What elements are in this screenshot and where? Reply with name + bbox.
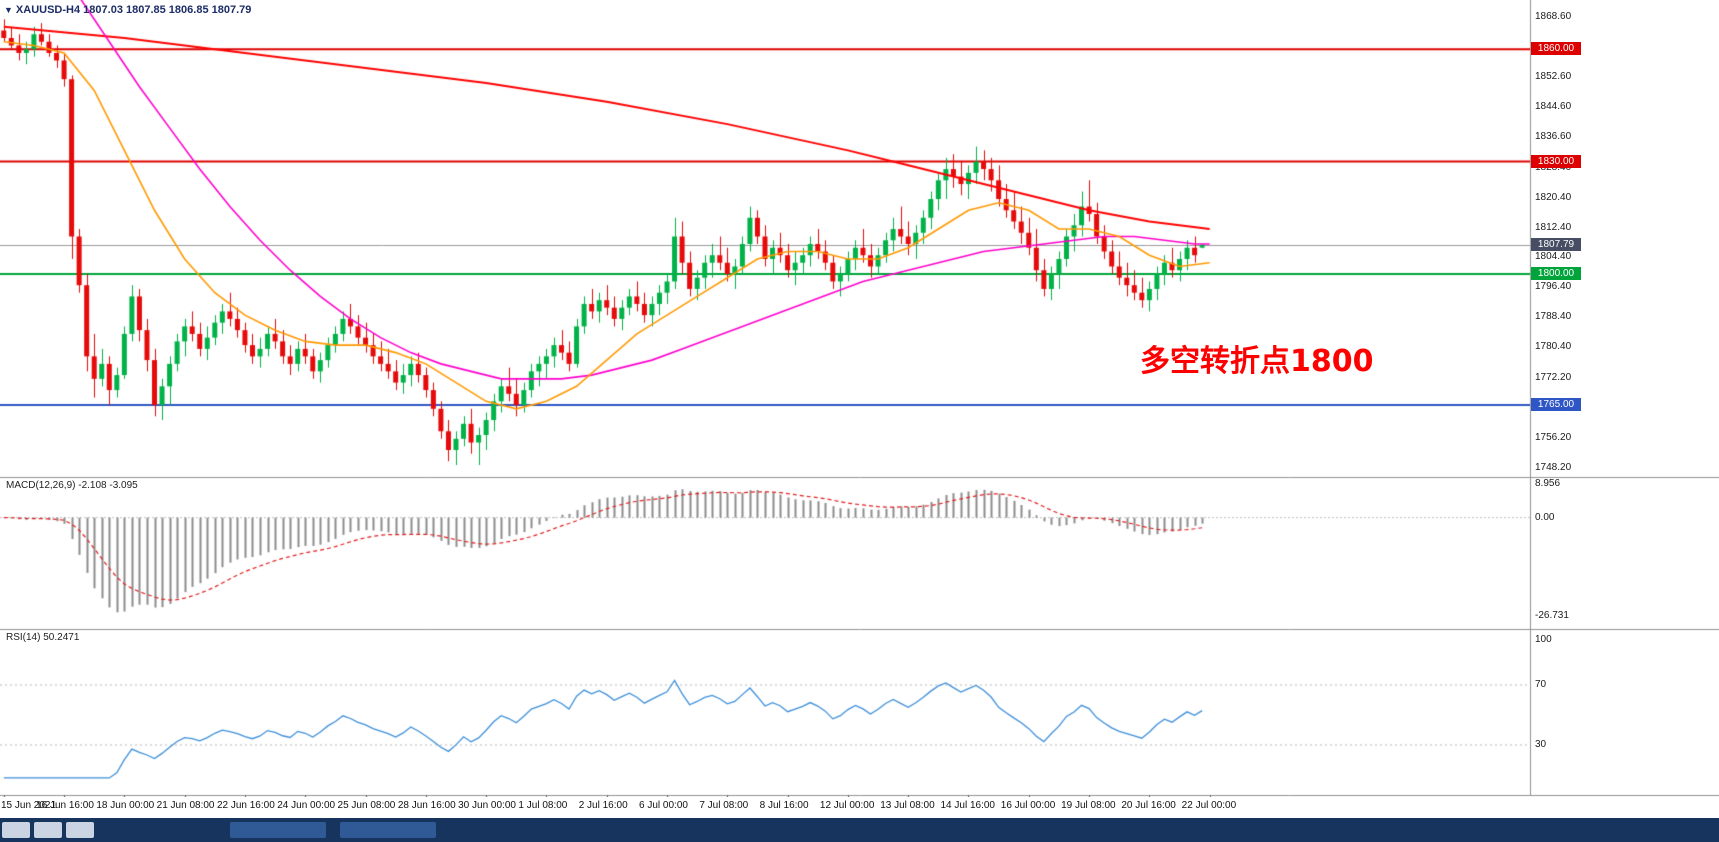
macd-indicator-label: MACD(12,26,9) -2.108 -3.095 [6, 480, 138, 491]
price-marker-1800.00: 1800.00 [1531, 266, 1581, 280]
time-label: 30 Jun 00:00 [458, 800, 516, 811]
macd-axis-min: -26.731 [1535, 610, 1569, 621]
time-label: 1 Jul 08:00 [518, 800, 568, 811]
rsi-level-label: 30 [1535, 739, 1547, 750]
rsi-level-label: 100 [1535, 634, 1552, 645]
taskbar-button[interactable] [2, 822, 30, 838]
taskbar-button[interactable] [340, 822, 436, 838]
time-label: 24 Jun 00:00 [277, 800, 336, 811]
price-tick-label: 1788.40 [1535, 311, 1572, 323]
price-tick-label: 1772.20 [1535, 372, 1572, 384]
rsi-level-label: 70 [1535, 679, 1547, 690]
price-tick-label: 1804.40 [1535, 251, 1572, 263]
taskbar-button[interactable] [230, 822, 326, 838]
time-label: 19 Jul 08:00 [1061, 800, 1116, 811]
taskbar-button[interactable] [34, 822, 62, 838]
price-tick-label: 1820.40 [1535, 191, 1572, 203]
price-tick-label: 1756.20 [1535, 432, 1572, 444]
time-label: 25 Jun 08:00 [337, 800, 396, 811]
price-chart-canvas[interactable] [0, 0, 1719, 818]
time-label: 21 Jun 08:00 [156, 800, 215, 811]
taskbar [0, 818, 1719, 842]
time-label: 2 Jul 16:00 [578, 800, 628, 811]
chart-header: ▼ XAUUSD-H4 1807.03 1807.85 1806.85 1807.… [4, 4, 251, 16]
price-tick-label: 1812.40 [1535, 221, 1572, 233]
symbol-dropdown-icon[interactable]: ▼ [4, 5, 13, 15]
price-tick-label: 1844.60 [1535, 100, 1572, 112]
time-label: 12 Jul 00:00 [819, 800, 875, 811]
price-tick-label: 1780.40 [1535, 341, 1572, 353]
time-label: 22 Jul 00:00 [1181, 800, 1237, 811]
time-label: 13 Jul 08:00 [880, 800, 935, 811]
price-tick-label: 1748.20 [1535, 461, 1572, 473]
price-tick-label: 1836.60 [1535, 130, 1572, 142]
time-label: 18 Jun 00:00 [96, 800, 155, 811]
time-axis[interactable]: 15 Jun 2021 16 Jun 16:00 18 Jun 00:00 21 Ju… [0, 797, 1719, 818]
macd-axis-zero: 0.00 [1535, 511, 1555, 523]
price-marker-1807.79: 1807.79 [1531, 237, 1581, 251]
price-marker-1860.00: 1860.00 [1531, 42, 1581, 56]
time-label: 8 Jul 16:00 [759, 800, 809, 811]
time-label: 7 Jul 08:00 [699, 800, 749, 811]
price-marker-1765.00: 1765.00 [1531, 398, 1581, 412]
time-label: 14 Jul 16:00 [940, 800, 995, 811]
price-tick-label: 1868.60 [1535, 11, 1572, 22]
time-label: 20 Jul 16:00 [1121, 800, 1176, 811]
time-label: 6 Jul 00:00 [639, 800, 688, 811]
rsi-indicator-label: RSI(14) 50.2471 [6, 632, 80, 643]
taskbar-button[interactable] [66, 822, 94, 838]
time-label: 28 Jun 16:00 [397, 800, 456, 811]
time-label: 16 Jul 00:00 [1000, 800, 1056, 811]
ohlc-readout: 1807.03 1807.85 1806.85 1807.79 [83, 4, 252, 16]
time-label: 15 Jun 2021 [1, 800, 57, 811]
macd-axis-max: 8.956 [1535, 478, 1561, 489]
price-tick-label: 1796.40 [1535, 281, 1572, 293]
time-label: 16 Jun 16:00 [36, 800, 94, 811]
annotation-text: 多空转折点1800 [1140, 344, 1374, 379]
price-marker-1830.00: 1830.00 [1531, 154, 1581, 168]
price-tick-label: 1852.60 [1535, 70, 1572, 82]
price-axis[interactable]: 8.956 0.00 -26.731 1868.60 1852.60 1844.60… [1530, 0, 1719, 796]
time-label: 22 Jun 16:00 [216, 800, 275, 811]
symbol-timeframe-label: XAUUSD-H4 [15, 4, 81, 16]
